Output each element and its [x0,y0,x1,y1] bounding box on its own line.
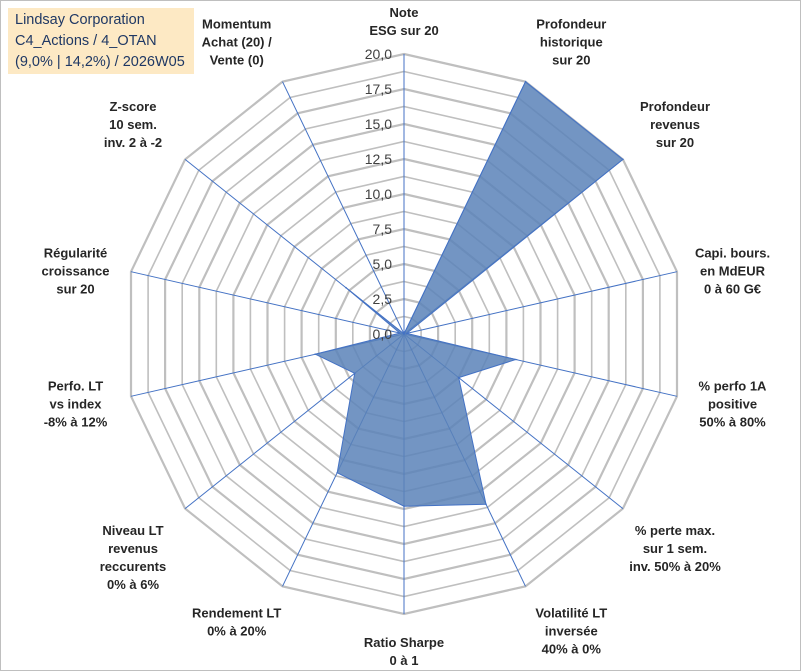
axis-label: Momentum Achat (20) / Vente (0) [202,17,272,68]
axis-label-line: vs index [49,396,102,411]
axis-label-line: -8% à 12% [44,414,108,429]
tick-label: 12,5 [365,151,392,167]
radar-spoke [403,271,678,335]
axis-label-line: sur 1 sem. [643,541,707,556]
data-point [524,80,527,83]
data-point [399,332,401,334]
axis-label: Note ESG sur 20 [369,5,438,38]
axis-label-line: Rendement LT [192,606,281,621]
axis-label-line: Achat (20) / [202,35,272,50]
axis-label: % perfo 1A positive 50% à 80% [699,378,768,429]
axis-label-line: Profondeur [640,99,710,114]
data-point [403,333,405,335]
axis-label: Volatilité LT inversée 40% à 0% [535,606,607,657]
axis-label-line: sur 20 [552,53,590,68]
axis-label-line: ESG sur 20 [369,23,438,38]
axis-label-line: inv. 50% à 20% [629,559,721,574]
axis-label-line: reccurents [100,559,166,574]
axis-label-line: sur 20 [656,135,694,150]
radar-tick-labels: 0,0 2,5 5,0 7,5 10,0 12,5 15,0 17,5 20,0 [365,46,392,342]
axis-label-line: Momentum [202,17,271,32]
axis-label: Z-score 10 sem. inv. 2 à -2 [104,99,162,150]
axis-label-line: 50% à 80% [699,414,766,429]
axis-label-line: 0% à 20% [207,624,267,639]
data-point [515,358,517,361]
tick-label: 2,5 [373,291,393,307]
data-point [485,503,487,506]
axis-label: Profondeur historique sur 20 [536,17,606,68]
axis-label-line: Vente (0) [210,53,264,68]
tick-label: 20,0 [365,46,392,62]
axis-label-line: historique [540,35,603,50]
title-line-1: Lindsay Corporation [15,12,145,28]
tick-label: 0,0 [373,326,393,342]
tick-label: 15,0 [365,116,392,132]
axis-label-line: revenus [650,117,700,132]
axis-label-line: Perfo. LT [48,378,103,393]
tick-label: 17,5 [365,81,392,97]
axis-label-line: 0 à 60 G€ [704,282,761,297]
axis-label: Régularité croissance sur 20 [42,246,110,297]
data-point [457,376,460,379]
axis-label-line: Capi. bours. [695,246,770,261]
data-point [336,471,339,474]
tick-label: 7,5 [373,221,393,237]
axis-label-line: Niveau LT [102,523,163,538]
axis-label: Niveau LT revenus reccurents 0% à 6% [100,523,166,592]
chart-title-box [8,8,194,74]
data-point [405,332,408,335]
axis-label-line: 0% à 6% [107,577,159,592]
axis-label-line: 40% à 0% [542,642,602,657]
axis-label-line: 10 sem. [109,117,157,132]
axis-label-line: positive [708,396,757,411]
axis-label-line: croissance [42,264,110,279]
radar-spoke [282,81,405,335]
axis-label-line: Profondeur [536,17,606,32]
axis-label-line: % perfo 1A [699,378,768,393]
radar-spoke [130,271,405,335]
series-area [313,80,624,507]
axis-label-line: % perte max. [635,523,715,538]
data-point [314,353,317,356]
title-line-3: (9,0% | 14,2%) / 2026W05 [15,54,185,70]
axis-label-line: Z-score [110,99,157,114]
axis-label: Rendement LT 0% à 20% [192,606,281,639]
radar-series [313,80,624,508]
data-point [345,286,347,289]
data-point [403,505,405,508]
title-line-2: C4_Actions / 4_OTAN [15,33,157,49]
axis-label: Capi. bours. en MdEUR 0 à 60 G€ [695,246,770,297]
axis-label-line: inversée [545,624,598,639]
axis-label-line: revenus [108,541,158,556]
axis-label-line: Note [390,5,419,20]
data-point [622,158,624,161]
radar-axis-labels: Note ESG sur 20 Profondeur historique sur 20… [42,5,771,668]
axis-label-line: en MdEUR [700,264,766,279]
axis-label: % perte max. sur 1 sem. inv. 50% à 20% [629,523,721,574]
axis-label-line: sur 20 [56,282,94,297]
axis-label-line: 0 à 1 [390,653,419,668]
axis-label: Perfo. LT vs index -8% à 12% [44,378,108,429]
tick-label: 10,0 [365,186,392,202]
axis-label-line: inv. 2 à -2 [104,135,162,150]
axis-label-line: Régularité [44,246,108,261]
axis-label-line: Ratio Sharpe [364,635,444,650]
axis-label: Profondeur revenus sur 20 [640,99,710,150]
axis-label-line: Volatilité LT [535,606,607,621]
tick-label: 5,0 [373,256,393,272]
data-point [353,372,356,375]
axis-label: Ratio Sharpe 0 à 1 [364,635,444,668]
